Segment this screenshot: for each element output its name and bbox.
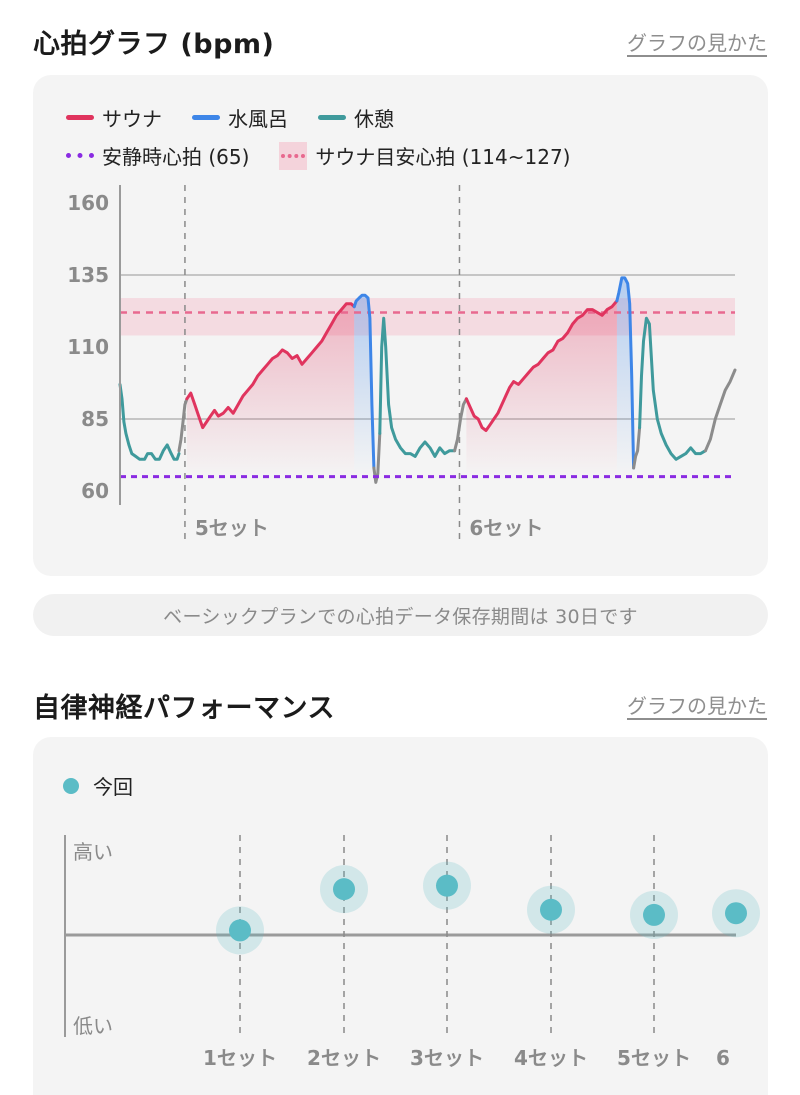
legend-sauna-label: サウナ bbox=[102, 107, 162, 131]
heart-section-title: 心拍グラフ (bpm) bbox=[33, 29, 275, 60]
rest-swatch bbox=[318, 115, 346, 120]
legend-row-2: 安静時心拍 (65) サウナ目安心拍 (114~127) bbox=[66, 141, 601, 170]
transition-line bbox=[177, 397, 189, 453]
sauna-area bbox=[466, 300, 617, 477]
ans-category-label: 3セット bbox=[410, 1046, 484, 1070]
set-label: 5セット bbox=[195, 516, 269, 540]
ans-category-label: 2セット bbox=[307, 1046, 381, 1070]
set-label: 6セット bbox=[469, 516, 543, 540]
ans-point bbox=[333, 878, 355, 901]
cold-bath-line bbox=[352, 293, 376, 470]
ans-category-label: 1セット bbox=[203, 1046, 277, 1070]
legend-row-1: サウナ 水風呂 休憩 bbox=[66, 103, 424, 132]
ans-high-label: 高い bbox=[73, 840, 113, 864]
legend-cold-bath: 水風呂 bbox=[192, 103, 288, 132]
ans-point bbox=[725, 902, 747, 925]
ans-category-label: 6 bbox=[716, 1046, 730, 1070]
sauna-area bbox=[186, 303, 355, 477]
legend-rest: 休憩 bbox=[318, 103, 394, 132]
ans-point bbox=[436, 874, 458, 897]
sauna-target-band bbox=[120, 298, 735, 336]
rest-line bbox=[118, 382, 181, 461]
ans-section-title: 自律神経パフォーマンス bbox=[33, 693, 335, 724]
ans-point bbox=[229, 919, 251, 942]
heart-rate-chart: 160 135 110 85 60 5セット 6セット bbox=[67, 185, 737, 545]
legend-resting-hr-label: 安静時心拍 (65) bbox=[102, 145, 250, 169]
ans-low-label: 低い bbox=[73, 1014, 113, 1038]
heart-chart-card: サウナ 水風呂 休憩 安静時心拍 (65) サウナ目安心拍 (114~127) … bbox=[33, 75, 768, 576]
cold-bath-swatch bbox=[192, 115, 220, 120]
legend-cold-bath-label: 水風呂 bbox=[228, 107, 288, 131]
transition-line bbox=[704, 368, 737, 453]
sauna-swatch bbox=[66, 115, 94, 120]
ans-legend: 今回 bbox=[63, 771, 133, 800]
legend-sauna-target: サウナ目安心拍 (114~127) bbox=[279, 141, 571, 170]
ans-point bbox=[643, 903, 665, 926]
rest-line bbox=[378, 316, 457, 458]
y-tick-label: 85 bbox=[81, 407, 109, 431]
transition-line bbox=[453, 397, 468, 453]
ans-point bbox=[540, 898, 562, 921]
sauna-target-swatch bbox=[279, 141, 308, 170]
ans-category-label: 5セット bbox=[617, 1046, 691, 1070]
cold-bath-line bbox=[615, 276, 636, 470]
legend-resting-hr: 安静時心拍 (65) bbox=[66, 141, 249, 170]
heart-help-link[interactable]: グラフの見かた bbox=[627, 31, 767, 55]
sauna-line bbox=[464, 299, 619, 432]
ans-help-link[interactable]: グラフの見かた bbox=[627, 694, 767, 718]
transition-line bbox=[632, 426, 642, 470]
resting-hr-swatch bbox=[66, 153, 94, 158]
rest-line bbox=[638, 316, 707, 461]
y-tick-label: 160 bbox=[67, 191, 109, 215]
sauna-line bbox=[185, 302, 356, 430]
ans-legend-label: 今回 bbox=[93, 775, 133, 799]
legend-rest-label: 休憩 bbox=[354, 107, 394, 131]
ans-category-label: 4セット bbox=[514, 1046, 588, 1070]
ans-chart-card: 今回 高い低い 1セット 2セット 3セット 4セット 5セット 6 bbox=[33, 737, 768, 1095]
y-tick-label: 110 bbox=[67, 335, 109, 359]
legend-sauna: サウナ bbox=[66, 103, 162, 132]
y-tick-label: 135 bbox=[67, 263, 109, 287]
ans-legend-dot bbox=[63, 777, 79, 794]
retention-notice: ベーシックプランでの心拍データ保存期間は 30日です bbox=[33, 594, 768, 636]
y-tick-label: 60 bbox=[81, 479, 109, 503]
legend-sauna-target-label: サウナ目安心拍 (114~127) bbox=[315, 145, 571, 169]
